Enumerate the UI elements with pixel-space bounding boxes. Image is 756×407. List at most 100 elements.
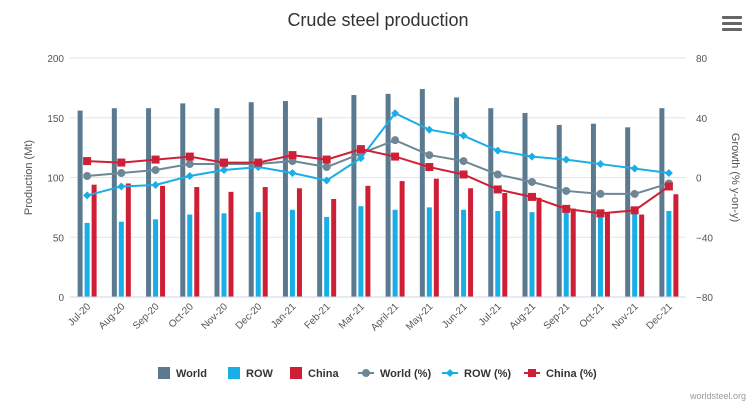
bar-world[interactable] [522, 112, 528, 297]
legend-item-china[interactable]: China (%) [524, 368, 597, 380]
point-china[interactable] [151, 155, 160, 164]
bar-world[interactable] [454, 97, 460, 297]
point-china[interactable] [117, 158, 126, 167]
point-china[interactable] [630, 206, 639, 215]
point-world[interactable] [185, 160, 194, 169]
bar-row[interactable] [118, 221, 124, 297]
bar-world[interactable] [659, 108, 665, 297]
point-china[interactable] [528, 192, 536, 201]
point-china[interactable] [425, 163, 434, 172]
bar-row[interactable] [221, 213, 227, 297]
point-world[interactable] [493, 170, 502, 179]
bar-world[interactable] [351, 95, 357, 297]
point-china[interactable] [391, 152, 400, 161]
point-row[interactable] [528, 152, 536, 161]
point-row[interactable] [664, 169, 673, 178]
point-china[interactable] [185, 152, 194, 161]
point-world[interactable] [596, 189, 605, 198]
point-row[interactable] [459, 131, 468, 140]
bar-china[interactable] [639, 214, 645, 297]
bar-world[interactable] [317, 117, 323, 297]
bar-world[interactable] [248, 102, 254, 297]
bar-world[interactable] [146, 108, 152, 297]
point-world[interactable] [391, 136, 400, 145]
point-china[interactable] [288, 151, 297, 160]
point-row[interactable] [391, 109, 400, 118]
point-china[interactable] [664, 182, 673, 191]
point-world[interactable] [151, 166, 160, 175]
point-china[interactable] [83, 157, 92, 166]
point-row[interactable] [356, 154, 365, 163]
bar-row[interactable] [153, 219, 159, 297]
point-row[interactable] [630, 164, 639, 173]
bar-world[interactable] [180, 103, 186, 297]
bar-row[interactable] [187, 214, 193, 297]
bar-row[interactable] [495, 210, 501, 297]
bar-row[interactable] [289, 209, 295, 297]
bar-china[interactable] [262, 187, 268, 297]
point-china[interactable] [254, 158, 263, 167]
bar-china[interactable] [91, 184, 97, 297]
bar-row[interactable] [358, 206, 364, 297]
bar-world[interactable] [282, 101, 288, 298]
bar-row[interactable] [632, 210, 638, 297]
point-china[interactable] [596, 209, 605, 218]
bar-world[interactable] [590, 123, 596, 297]
bar-china[interactable] [604, 212, 610, 297]
bar-row[interactable] [324, 216, 330, 297]
point-china[interactable] [220, 158, 228, 167]
point-world[interactable] [528, 177, 536, 186]
point-row[interactable] [322, 176, 331, 185]
point-world[interactable] [322, 163, 331, 172]
bar-china[interactable] [536, 197, 542, 297]
bar-china[interactable] [570, 208, 576, 297]
bar-world[interactable] [385, 93, 391, 297]
bar-row[interactable] [426, 207, 432, 297]
point-china[interactable] [562, 204, 571, 213]
bar-china[interactable] [399, 181, 405, 297]
point-world[interactable] [562, 186, 571, 195]
legend-item-world[interactable]: World [158, 367, 207, 380]
point-row[interactable] [562, 155, 571, 164]
bar-row[interactable] [84, 222, 90, 297]
point-china[interactable] [493, 185, 502, 194]
point-row[interactable] [220, 166, 228, 175]
point-china[interactable] [322, 155, 331, 164]
bar-world[interactable] [111, 108, 117, 297]
point-china[interactable] [459, 170, 468, 179]
point-world[interactable] [425, 151, 434, 160]
legend-item-world[interactable]: World (%) [358, 368, 431, 380]
point-world[interactable] [459, 157, 468, 166]
point-row[interactable] [425, 125, 434, 134]
point-row[interactable] [83, 191, 92, 200]
credit-text[interactable]: worldsteel.org [689, 391, 746, 401]
bar-china[interactable] [433, 178, 439, 297]
bar-china[interactable] [228, 191, 234, 297]
bar-china[interactable] [673, 194, 679, 297]
hamburger-menu-icon[interactable] [722, 16, 742, 34]
bar-row[interactable] [529, 212, 535, 297]
bar-row[interactable] [597, 214, 603, 297]
bar-china[interactable] [194, 187, 200, 297]
bar-world[interactable] [419, 89, 425, 297]
bar-world[interactable] [77, 110, 83, 297]
bar-china[interactable] [468, 188, 474, 297]
legend-item-china[interactable]: China [290, 367, 339, 380]
legend-item-row[interactable]: ROW (%) [442, 368, 511, 380]
bar-china[interactable] [160, 185, 166, 297]
point-world[interactable] [83, 172, 92, 181]
bar-world[interactable] [488, 108, 494, 297]
bar-china[interactable] [331, 199, 337, 297]
bar-world[interactable] [625, 127, 631, 297]
point-world[interactable] [117, 169, 126, 178]
bar-world[interactable] [214, 108, 220, 297]
point-row[interactable] [117, 182, 126, 191]
point-row[interactable] [151, 180, 160, 189]
point-china[interactable] [356, 145, 365, 154]
legend-item-row[interactable]: ROW [228, 367, 274, 380]
bar-row[interactable] [563, 212, 569, 297]
point-row[interactable] [596, 160, 605, 169]
bar-world[interactable] [556, 124, 562, 297]
bar-china[interactable] [365, 185, 371, 297]
bar-row[interactable] [666, 210, 672, 297]
